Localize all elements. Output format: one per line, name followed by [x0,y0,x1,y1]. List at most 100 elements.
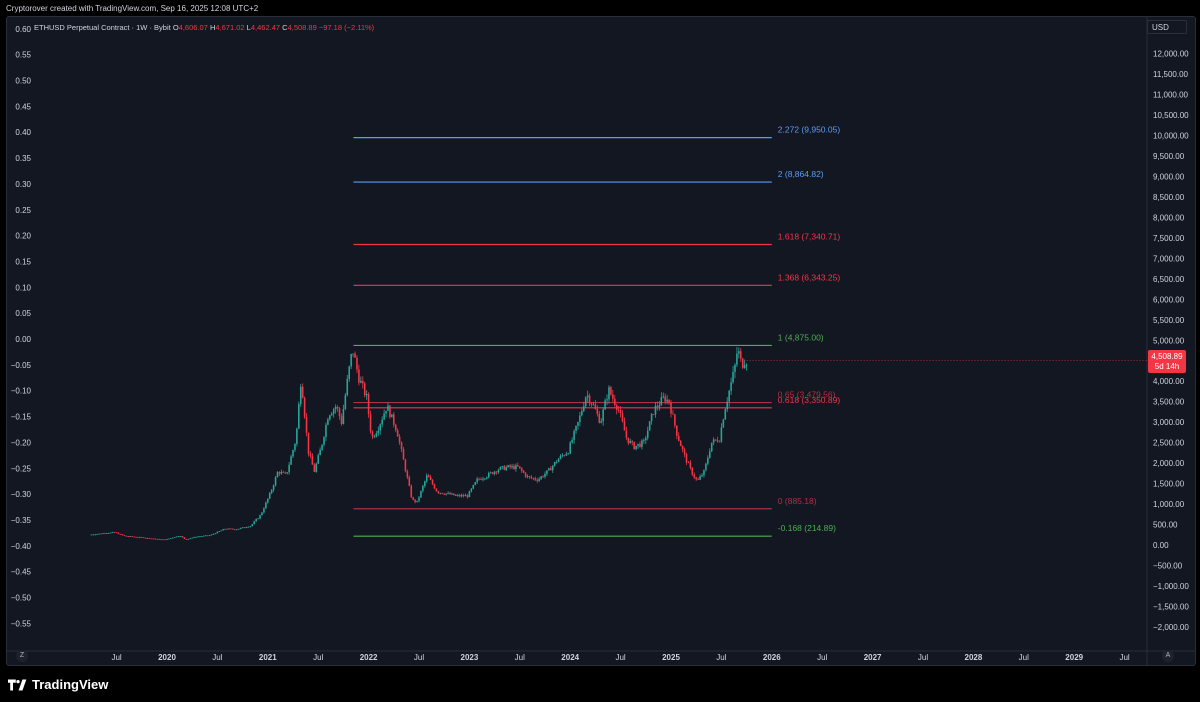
candle-body [321,444,323,450]
candle-body [546,470,548,474]
candle-body [497,469,500,473]
candle-body [522,470,525,473]
candle-body [294,443,296,451]
candle-body [232,528,234,530]
candle-body [146,537,149,539]
candle-body [141,537,143,538]
left-scale-tick-label: −0.25 [11,464,32,473]
change-value: −97.18 (−2.11%) [318,23,375,32]
candle-body [695,477,697,480]
candle-body [137,537,139,538]
candle-body [309,453,312,456]
candle-body [703,470,705,476]
candle-body [625,430,628,438]
price-tick-label: 3,500.00 [1153,398,1185,407]
chart-frame[interactable]: −2,000.00 −1,500.00 −1,000.00 −500.00 0.00 50… [6,16,1196,666]
candle-body [714,439,717,441]
price-tick-label: 2,000.00 [1153,459,1185,468]
candle-body [313,464,316,472]
candle-body [536,479,539,481]
price-tick-label: 2,500.00 [1153,439,1185,448]
price-chart[interactable]: −2,000.00 −1,500.00 −1,000.00 −500.00 0.00 50… [7,17,1195,665]
candle-body [336,406,339,409]
candle-body [261,512,263,516]
candle-body [404,459,407,472]
candle-body [455,495,457,496]
candle-body [470,488,473,492]
candle-body [379,424,382,431]
candle-body [292,450,294,457]
candle-body [410,485,413,498]
candle-body [402,449,405,460]
candle-body [340,416,343,424]
left-scale-tick-label: −0.30 [11,490,32,499]
candle-body [559,455,562,459]
candle-body [296,428,298,444]
candle-body [375,433,378,437]
left-scale-tick-label: −0.05 [11,361,32,370]
candle-body [567,453,570,455]
candle-body [509,465,511,468]
candle-body [346,378,349,396]
candle-body [142,537,145,539]
candle-body [654,405,657,415]
candle-body [689,462,692,468]
candle-body [612,394,614,399]
candle-body [726,401,729,410]
fib-level-label: 0.618 (3,350.89) [778,395,841,405]
candle-body [555,461,558,463]
candle-body [425,475,428,482]
time-tick-label: 2021 [259,653,277,662]
candle-body [148,537,151,539]
candle-body [575,425,577,432]
candle-body [342,409,345,424]
candle-body [301,386,304,398]
candle-body [139,537,141,538]
candle-body [437,491,440,494]
candle-body [676,425,678,436]
time-tick-label: Jul [414,653,424,662]
candle-body [666,399,668,402]
candle-body [598,413,601,423]
candle-body [716,439,719,442]
candle-body [377,430,380,434]
candle-body [385,410,387,414]
candle-body [501,466,504,467]
candle-body [743,365,746,368]
candle-body [433,484,436,489]
candle-body [299,386,302,405]
candle-body [730,382,732,391]
candle-body [664,396,666,402]
candle-body [226,528,228,530]
candle-body [491,472,494,474]
price-tick-label: 9,500.00 [1153,152,1185,161]
candle-body [701,475,703,477]
time-tick-label: Jul [817,653,827,662]
candle-body [476,478,478,483]
candle-body [156,538,159,540]
time-tick-label: 2027 [864,653,882,662]
candle-body [517,465,519,467]
candle-body [234,529,236,531]
candle-body [420,490,422,498]
price-tick-label: 10,000.00 [1153,132,1189,141]
candle-body [699,476,701,480]
candle-body [736,353,738,365]
candle-body [239,527,242,529]
candle-body [606,399,608,401]
candle-body [131,536,133,538]
timezone-button[interactable]: Z [16,650,28,662]
price-tick-label: 8,500.00 [1153,193,1185,202]
candle-body [550,468,552,471]
candle-body [195,536,197,538]
auto-scale-button[interactable]: A [1162,650,1174,662]
fib-level-label: 1.618 (7,340.71) [778,231,841,241]
currency-unit-button[interactable]: USD [1147,20,1187,34]
candle-body [280,471,283,474]
time-tick-label: 2028 [965,653,983,662]
candle-body [166,539,168,540]
candle-body [422,485,424,491]
tradingview-logo: TradingView [8,677,108,692]
symbol-name[interactable]: ETHUSD Perpetual Contract · 1W · Bybit [34,23,171,32]
time-tick-label: Jul [515,653,525,662]
